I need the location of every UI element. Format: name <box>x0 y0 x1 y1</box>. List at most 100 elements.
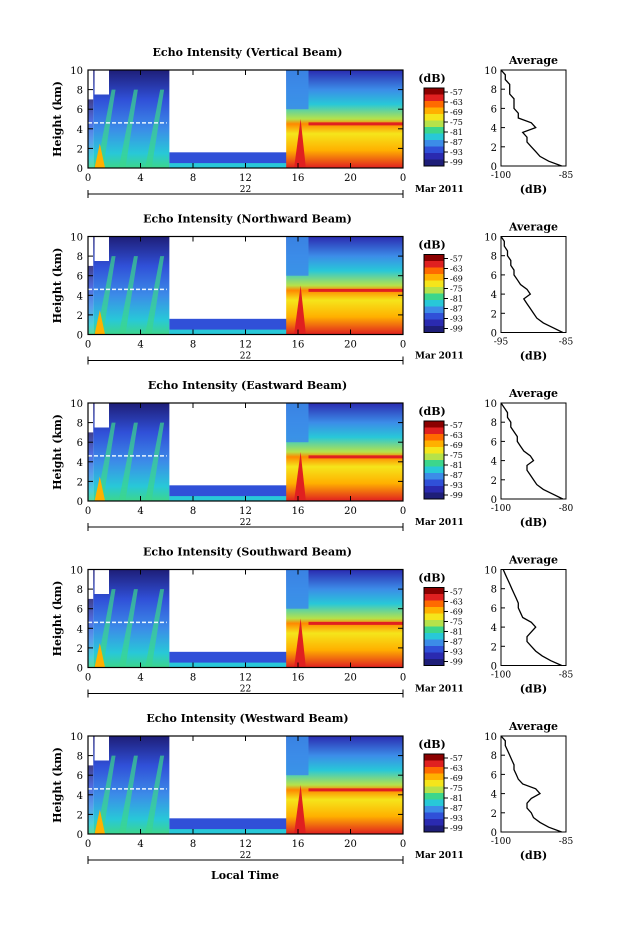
profile-line <box>500 735 562 833</box>
colorbar-tick-label: -87 <box>450 138 463 147</box>
colorbar-tick-label: -87 <box>450 471 463 480</box>
colorbar-swatch <box>424 626 444 634</box>
echo-field-surface <box>169 329 288 335</box>
x-tick-label: 4 <box>137 340 143 351</box>
chart-title: Echo Intensity (Eastward Beam) <box>148 379 347 392</box>
y-tick-label: 10 <box>70 399 83 410</box>
colorbar-swatch <box>424 773 444 781</box>
x-tick-label: 16 <box>292 839 305 850</box>
profile-x-label: (dB) <box>520 516 547 529</box>
profile-x-tick-label: -100 <box>491 504 511 514</box>
colorbar-tick-label: -63 <box>450 265 463 274</box>
colorbar-frame <box>423 254 445 333</box>
colorbar-swatch <box>424 427 444 435</box>
colorbar-tick-label: -69 <box>450 108 463 117</box>
colorbar-swatch <box>424 793 444 800</box>
colorbar-tick-label: -63 <box>450 598 463 607</box>
colorbar-tick-label: -69 <box>450 774 463 783</box>
profile-frame <box>500 69 567 167</box>
profile-x-tick-label: -95 <box>494 338 509 348</box>
colorbar-frame <box>423 753 445 833</box>
profile-y-tick-label: 10 <box>484 566 497 577</box>
profile-title: Average <box>508 554 558 567</box>
colorbar-swatch <box>424 140 444 147</box>
rain-shaft <box>145 256 165 335</box>
profile-x-label: (dB) <box>520 849 547 862</box>
profile-y-tick-label: 8 <box>491 418 497 429</box>
rain-shaft <box>118 89 138 168</box>
colorbar-swatch <box>424 434 444 441</box>
rain-core <box>94 143 106 168</box>
profile-y-tick-label: 6 <box>491 437 497 448</box>
colorbar-tick-label: -57 <box>450 754 463 763</box>
profile-y-tick-label: 10 <box>484 233 497 244</box>
x-tick-label: 4 <box>137 173 143 184</box>
x-tick-label: 16 <box>292 506 305 517</box>
colorbar-tick-label: -99 <box>450 158 463 167</box>
colorbar-swatch <box>424 613 444 621</box>
colorbar-unit: (dB) <box>418 72 445 85</box>
colorbar-tick-label: -63 <box>450 764 463 773</box>
profile-y-tick-label: 6 <box>491 271 497 282</box>
colorbar-tick-label: -75 <box>450 784 463 793</box>
heatmap-panel-3: Echo Intensity (Eastward Beam) 0 2 4 6 8 10 Hei… <box>51 379 574 531</box>
colorbar-swatch <box>424 587 444 595</box>
profile-x-tick-label: -100 <box>491 837 511 847</box>
colorbar-swatch <box>424 594 444 601</box>
profile-frame <box>500 402 567 500</box>
colorbar-swatch <box>424 313 444 320</box>
colorbar-tick-label: -93 <box>450 648 463 657</box>
colorbar-swatch <box>424 825 444 833</box>
x-tick-label: 0 <box>400 673 406 684</box>
echo-gap <box>94 736 109 761</box>
y-tick-label: 8 <box>77 86 83 97</box>
profile-line <box>500 69 562 167</box>
colorbar-swatch <box>424 806 444 813</box>
x-tick-label: 0 <box>85 673 91 684</box>
colorbar-swatch <box>424 261 444 268</box>
colorbar-frame <box>423 87 445 167</box>
profile-x-tick-label: -80 <box>559 504 574 514</box>
colorbar-frame <box>423 420 445 500</box>
x-tick-label: 0 <box>400 173 406 184</box>
colorbar-tick-label: -93 <box>450 148 463 157</box>
profile-x-tick-label: -85 <box>559 671 574 681</box>
chart-title: Echo Intensity (Northward Beam) <box>143 213 352 226</box>
profile-frame <box>500 569 567 666</box>
y-tick-label: 0 <box>77 497 83 508</box>
x-tick-label: 0 <box>400 506 406 517</box>
echo-field-start <box>88 99 94 168</box>
colorbar-swatch <box>424 267 444 275</box>
colorbar-swatch <box>424 492 444 500</box>
colorbar-swatch <box>424 659 444 666</box>
y-axis-label: Height (km) <box>51 581 64 657</box>
colorbar-tick-label: -57 <box>450 421 463 430</box>
rain-shaft <box>145 422 165 501</box>
heatmap-panel-1: Echo Intensity (Vertical Beam) 0 2 4 6 8 10 Hei… <box>51 46 574 198</box>
date-label: Mar 2011 <box>415 185 464 195</box>
colorbar-tick-label: -93 <box>450 481 463 490</box>
y-tick-label: 4 <box>77 291 83 302</box>
x-tick-label: 12 <box>239 340 252 351</box>
profile-x-label: (dB) <box>520 683 547 696</box>
rain-shaft <box>96 589 116 668</box>
colorbar-tick-label: -87 <box>450 804 463 813</box>
profile-frame <box>500 236 567 333</box>
colorbar-swatch <box>424 479 444 487</box>
colorbar-tick-label: -81 <box>450 461 463 470</box>
colorbar-swatch <box>424 153 444 160</box>
echo-field-start <box>88 432 94 501</box>
profile-y-tick-label: 0 <box>491 828 497 839</box>
profile-y-tick-label: 4 <box>491 790 497 801</box>
rain-shaft <box>145 89 165 168</box>
profile-x-tick-label: -100 <box>491 671 511 681</box>
profile-y-tick-label: 4 <box>491 124 497 135</box>
colorbar-unit: (dB) <box>418 405 445 418</box>
y-tick-label: 6 <box>77 771 83 782</box>
profile-x-label: (dB) <box>520 183 547 196</box>
profile-line <box>500 402 564 500</box>
day-label: 22 <box>240 185 251 195</box>
colorbar-swatch <box>424 819 444 826</box>
y-tick-label: 4 <box>77 125 83 136</box>
